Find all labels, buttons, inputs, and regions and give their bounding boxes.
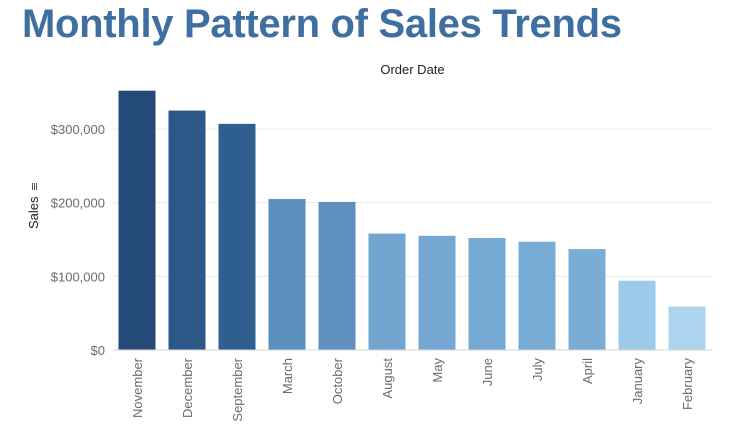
y-tick-label: $100,000 [51, 269, 105, 284]
x-tick-label: January [630, 358, 645, 405]
x-tick-label: September [230, 357, 245, 421]
bar-march[interactable] [268, 198, 306, 350]
x-tick-label: August [380, 358, 395, 399]
y-axis-title: Sales [26, 196, 41, 229]
x-tick-label: February [680, 358, 695, 411]
sort-icon[interactable]: ≡ [28, 182, 41, 191]
bars [118, 90, 706, 351]
y-axis-title-group: Sales ≡ [26, 182, 41, 229]
bar-april[interactable] [568, 249, 606, 350]
bar-november[interactable] [118, 90, 156, 351]
bar-september[interactable] [218, 123, 256, 351]
x-tick-label: April [580, 358, 595, 384]
y-tick-label: $200,000 [51, 196, 105, 211]
x-tick-label: March [280, 358, 295, 394]
x-tick-labels: November December September March October Aug… [130, 357, 695, 421]
bar-december[interactable] [168, 110, 206, 350]
bar-may[interactable] [418, 235, 456, 350]
x-tick-label: October [330, 357, 345, 404]
x-tick-label: June [480, 358, 495, 386]
y-tick-label: $0 [91, 343, 105, 358]
x-tick-label: December [180, 357, 195, 418]
x-tick-label: November [130, 357, 145, 418]
x-axis-title: Order Date [380, 62, 444, 77]
grid-lines [113, 128, 712, 277]
y-tick-label: $300,000 [51, 122, 105, 137]
chart-title: Monthly Pattern of Sales Trends [22, 2, 622, 46]
bar-january[interactable] [618, 280, 656, 350]
bar-july[interactable] [518, 241, 556, 350]
bar-june[interactable] [468, 238, 506, 350]
x-tick-label: July [530, 358, 545, 382]
y-tick-labels: $0 $100,000 $200,000 $300,000 [51, 122, 105, 358]
bar-august[interactable] [368, 233, 406, 350]
x-tick-label: May [430, 358, 445, 383]
bar-october[interactable] [318, 201, 356, 350]
bar-february[interactable] [668, 306, 706, 350]
